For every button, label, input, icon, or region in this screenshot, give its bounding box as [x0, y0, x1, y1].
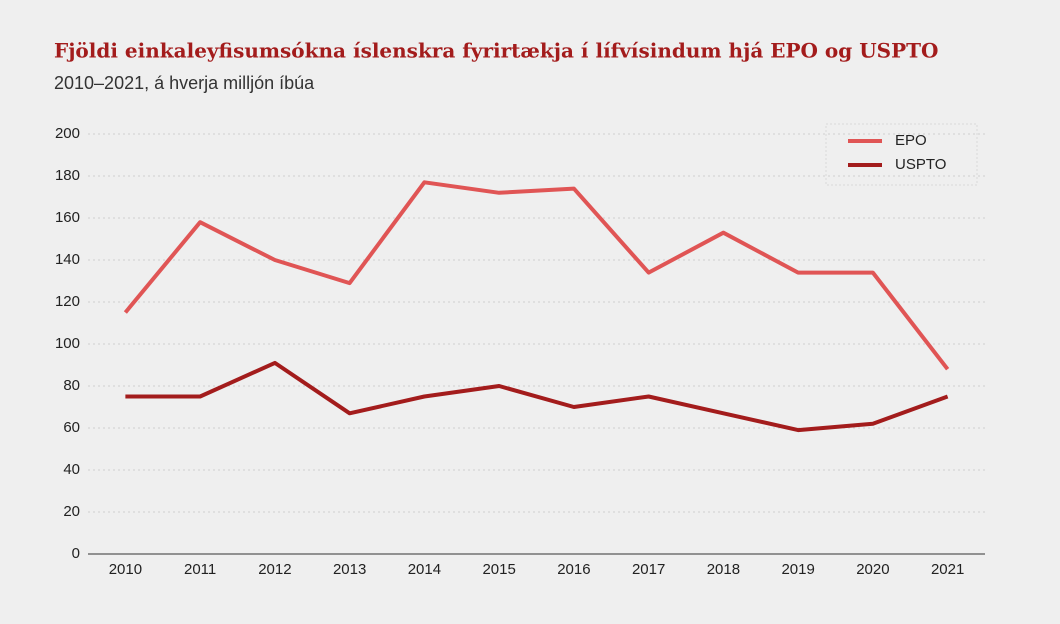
y-tick-label: 40: [63, 461, 80, 478]
chart-subtitle: 2010–2021, á hverja milljón íbúa: [54, 73, 315, 93]
y-tick-label: 160: [55, 209, 80, 226]
x-tick-label: 2010: [109, 561, 142, 578]
y-tick-label: 0: [72, 545, 80, 562]
y-tick-label: 200: [55, 125, 80, 142]
y-tick-label: 120: [55, 293, 80, 310]
x-tick-label: 2017: [632, 561, 665, 578]
legend-label: EPO: [895, 132, 927, 149]
y-tick-label: 80: [63, 377, 80, 394]
legend-label: USPTO: [895, 156, 946, 173]
x-tick-label: 2011: [184, 561, 216, 578]
y-tick-label: 60: [63, 419, 80, 436]
x-tick-label: 2014: [408, 561, 441, 578]
y-tick-label: 140: [55, 251, 80, 268]
y-tick-label: 180: [55, 167, 80, 184]
y-tick-label: 100: [55, 335, 80, 352]
x-tick-label: 2018: [707, 561, 740, 578]
x-tick-label: 2013: [333, 561, 366, 578]
x-tick-label: 2015: [482, 561, 515, 578]
x-tick-label: 2019: [781, 561, 814, 578]
line: [125, 363, 947, 430]
x-tick-label: 2021: [931, 561, 964, 578]
y-tick-label: 20: [63, 503, 80, 520]
x-tick-label: 2016: [557, 561, 590, 578]
x-tick-label: 2012: [258, 561, 291, 578]
line: [125, 182, 947, 369]
x-tick-label: 2020: [856, 561, 889, 578]
chart-title: Fjöldi einkaleyfisumsókna íslenskra fyri…: [54, 39, 938, 63]
